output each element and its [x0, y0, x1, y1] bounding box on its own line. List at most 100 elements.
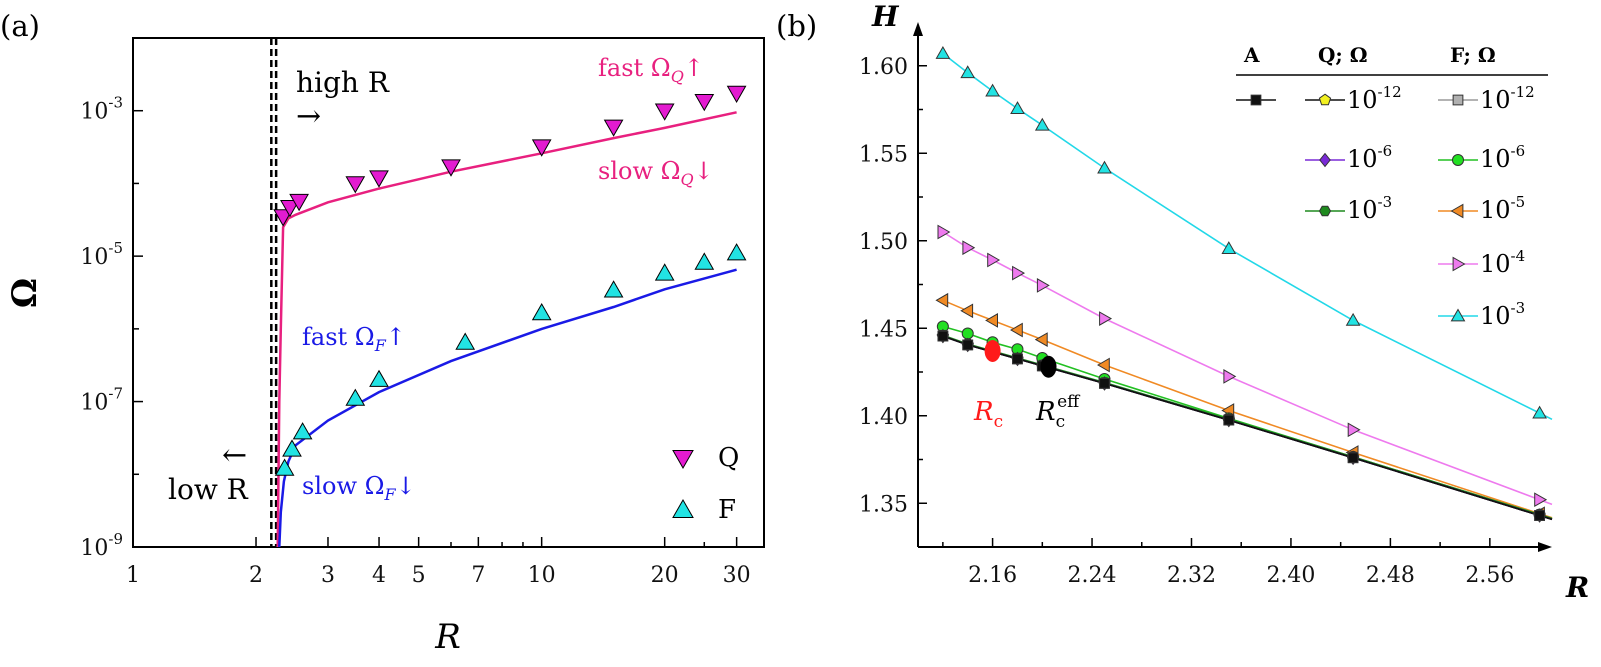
series-line-q-1e-3: [942, 334, 1553, 520]
data-point-a: [1534, 510, 1545, 521]
data-point-f: [345, 388, 366, 406]
x-tick-label: 5: [412, 563, 426, 588]
data-point-q: [694, 94, 715, 112]
panel-a-x-axis-label: R: [434, 617, 461, 657]
x-tick-label: 2.24: [1068, 563, 1117, 588]
series-line-a: [942, 335, 1553, 521]
panel-b-y-axis-label: H: [871, 0, 900, 33]
series-line-f-1e-5: [942, 299, 1553, 519]
panel-b-y-ticks: 1.35 1.40 1.45 1.50 1.55 1.60: [859, 55, 927, 517]
series-line-f-1e-3: [942, 52, 1553, 421]
panel-a-legend-markers: [672, 450, 694, 518]
data-point-a: [962, 339, 974, 351]
data-point-f: [603, 280, 624, 298]
panel-b-legend: A Q; Ω F; Ω 10-12 10-6 10-3 10-12 10-6 1…: [1236, 43, 1548, 330]
panel-b-axes: [913, 22, 1552, 552]
data-point-a: [937, 330, 949, 342]
panel-a-dashed-lines: [270, 38, 278, 547]
annotation-low-r: low R: [168, 473, 249, 506]
data-point-f: [292, 422, 313, 440]
data-point-f: [726, 243, 747, 261]
legend-f-entry-1: 10-12: [1480, 83, 1535, 114]
legend-header-f: F; Ω: [1450, 43, 1496, 67]
data-point-f-1e-5: [985, 313, 998, 328]
data-point-f-1e-4: [1012, 265, 1026, 281]
legend-f-entry-5: 10-3: [1480, 299, 1525, 330]
y-tick-label: 10-5: [80, 239, 123, 270]
annotation-high-r: high R: [296, 66, 390, 99]
x-tick-label: 30: [723, 563, 751, 588]
data-point-f-1e-3: [1221, 241, 1237, 254]
data-point-q: [289, 193, 309, 212]
data-point-f: [369, 369, 389, 387]
data-point-f-1e-3: [1010, 101, 1025, 114]
critical-point-rc: [984, 340, 1001, 362]
y-tick-label: 1.40: [859, 405, 908, 430]
panel-b-x-arrowhead: [1538, 542, 1552, 552]
panel-b-x-ticks: 2.16 2.24 2.32 2.40 2.48 2.56: [942, 538, 1514, 588]
x-tick-label: 2.40: [1266, 563, 1315, 588]
x-tick-label: 10: [528, 563, 556, 588]
data-point-f-1e-3: [1345, 312, 1361, 326]
data-point-f-1e-5: [935, 292, 949, 308]
y-tick-label: 1.60: [859, 55, 908, 80]
data-point-q: [280, 200, 300, 218]
annotation-high-arrow: →: [296, 99, 321, 134]
legend-q-1e-6-marker: [1319, 152, 1331, 168]
panel-a-y-ticks: 10-9 10-7 10-5 10-3: [80, 37, 143, 561]
x-tick-label: 2.56: [1465, 563, 1514, 588]
legend-q-entry-3: 10-3: [1347, 193, 1392, 224]
data-point-f-1e-3: [935, 45, 951, 59]
y-tick-label: 1.45: [859, 317, 908, 342]
data-point-q: [273, 209, 293, 227]
panel-b-series-points: [935, 45, 1548, 523]
x-tick-label: 2: [249, 563, 263, 588]
data-point-q: [345, 176, 366, 194]
fit-line-f-fit: [278, 268, 737, 548]
legend-f-1e-12-marker: [1452, 94, 1464, 106]
legend-header-q: Q; Ω: [1318, 43, 1368, 67]
x-tick-label: 1: [126, 563, 140, 588]
data-point-f-1e-5: [1034, 332, 1048, 347]
data-point-f-1e-3: [1532, 405, 1547, 419]
y-tick-label: 1.55: [859, 142, 908, 167]
x-tick-label: 2.16: [968, 563, 1017, 588]
y-tick-label: 10-7: [80, 385, 123, 416]
data-point-f: [282, 439, 302, 457]
annotation-slow-q: slow ΩQ↓: [598, 157, 714, 189]
data-point-f-1e-4: [962, 240, 976, 256]
panel-a-frame: [132, 37, 765, 548]
x-tick-label: 7: [471, 563, 485, 588]
data-point-f-1e-3: [960, 65, 976, 79]
data-point-f-1e-3: [985, 83, 1000, 97]
panel-a-points: [273, 85, 747, 476]
data-point-f-1e-4: [1223, 369, 1237, 384]
legend-q-label: Q: [718, 443, 739, 473]
data-point-f-1e-4: [1534, 492, 1548, 508]
data-point-f-1e-4: [1099, 311, 1113, 326]
data-point-q: [603, 119, 624, 137]
annotation-fast-f: fast ΩF↑: [302, 323, 406, 355]
y-tick-label: 10-9: [80, 530, 123, 561]
legend-header-a: A: [1243, 43, 1260, 67]
data-point-a: [1099, 378, 1110, 389]
annotation-slow-f: slow ΩF↓: [302, 472, 416, 504]
data-point-q: [531, 139, 552, 157]
legend-f-marker: [672, 498, 694, 518]
x-tick-label: 20: [651, 563, 679, 588]
data-point-f: [694, 252, 715, 270]
rc-label: Rc: [973, 397, 1003, 432]
legend-f-1e-3-marker: [1450, 308, 1466, 322]
critical-point-rc-eff: [1040, 355, 1057, 378]
data-point-f-1e-5: [960, 303, 974, 319]
data-point-f-1e-4: [987, 252, 1001, 268]
data-point-q: [369, 170, 389, 188]
legend-f-1e-5-marker: [1450, 203, 1464, 219]
panel-b-label: (b): [776, 9, 817, 43]
legend-a-marker: [1250, 94, 1262, 106]
data-point-f: [531, 302, 552, 321]
data-point-f-1e-3: [1097, 160, 1112, 174]
legend-f-entry-3: 10-5: [1480, 193, 1525, 224]
panel-b-legend-markers: [1236, 93, 1478, 322]
